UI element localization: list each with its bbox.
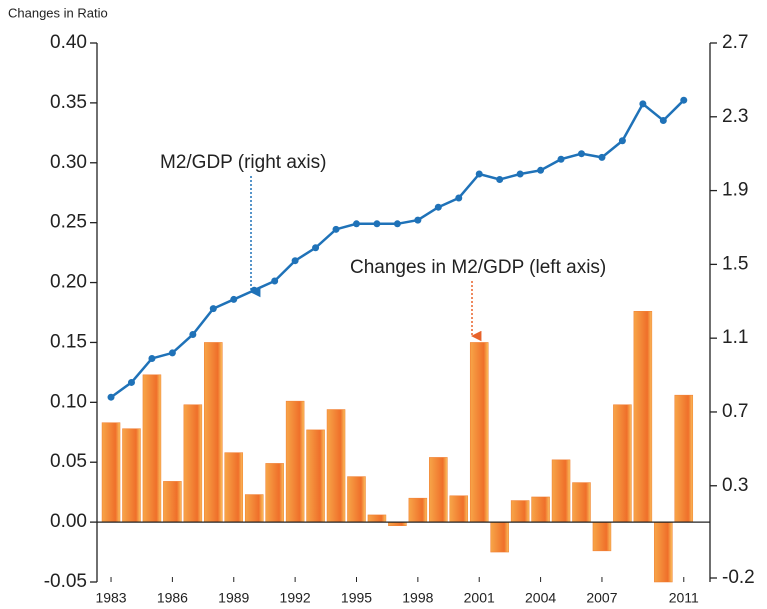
x-tick-label: 2011 (669, 590, 699, 606)
line-point (230, 295, 238, 303)
bar (592, 521, 612, 552)
bar (163, 481, 182, 523)
bar (654, 521, 673, 583)
line-point (659, 116, 667, 124)
y-tick-label: 0.35 (50, 92, 87, 113)
bar (490, 521, 509, 553)
y2-tick-label: 2.7 (722, 32, 748, 53)
bar (510, 500, 530, 523)
bar (429, 457, 448, 523)
bar (367, 514, 387, 523)
y2-tick-label: 0.3 (722, 475, 748, 496)
line-point (393, 220, 401, 228)
x-tick-label: 1983 (95, 590, 126, 606)
bar (142, 374, 162, 523)
y2-tick-label: -0.2 (722, 567, 755, 588)
x-tick-label: 2007 (586, 590, 617, 606)
line-point (414, 216, 422, 224)
y2-tick-label: 1.1 (722, 327, 748, 348)
bar (122, 428, 141, 523)
line-point (209, 305, 217, 313)
y-tick-label: 0.15 (50, 331, 87, 352)
bar (326, 409, 346, 523)
annotation: M2/GDP (right axis) (160, 152, 326, 173)
line-point (291, 257, 299, 265)
line-point (168, 349, 176, 357)
axis-title: Changes in Ratio (8, 5, 108, 20)
y2-tick-label: 0.7 (722, 401, 748, 422)
line (110, 99, 685, 399)
line-point (271, 277, 279, 285)
line-point (680, 96, 688, 104)
bar (613, 404, 632, 523)
line-point (148, 354, 156, 362)
bar (572, 482, 591, 523)
line-point (332, 225, 340, 233)
line-point (455, 194, 463, 202)
line-point (434, 203, 442, 211)
line-point (127, 378, 135, 386)
bar (633, 311, 653, 523)
y-tick-label: 0.20 (50, 272, 87, 293)
x-tick-label: 1989 (218, 590, 249, 606)
y2-tick-label: 2.3 (722, 106, 748, 127)
line-point (516, 170, 524, 178)
y-tick-label: 0.00 (50, 511, 87, 532)
y-tick-label: 0.40 (50, 32, 87, 53)
bar (306, 429, 325, 523)
x-tick-label: 2001 (464, 590, 495, 606)
y2-tick-label: 1.5 (722, 253, 748, 274)
bar (183, 404, 203, 523)
y-tick-label: -0.05 (44, 571, 87, 592)
bar (674, 394, 694, 523)
bar (101, 422, 121, 523)
y-tick-label: 0.05 (50, 451, 87, 472)
bar (531, 496, 550, 523)
x-tick-label: 1992 (280, 590, 311, 606)
line-point (250, 286, 258, 294)
line-point (475, 170, 483, 178)
bar (449, 495, 469, 523)
line-point (373, 220, 381, 228)
line-point (312, 244, 320, 252)
annotation: Changes in M2/GDP (left axis) (350, 257, 606, 278)
line-point (618, 137, 626, 145)
line-point (639, 100, 647, 108)
bar (285, 400, 305, 523)
bar (408, 497, 428, 523)
line-point (577, 150, 585, 158)
x-tick-label: 1995 (341, 590, 372, 606)
line-point (537, 166, 545, 174)
y-tick-label: 0.25 (50, 212, 87, 233)
y2-tick-label: 1.9 (722, 180, 748, 201)
bar (204, 342, 223, 523)
x-tick-label: 1986 (157, 590, 188, 606)
y-tick-label: 0.30 (50, 152, 87, 173)
bar (265, 463, 284, 523)
line-point (496, 176, 504, 184)
bar (469, 342, 489, 523)
line-point (352, 220, 360, 228)
line-point (598, 153, 606, 161)
x-tick-label: 1998 (402, 590, 433, 606)
bar (347, 476, 366, 523)
line-point (557, 155, 565, 163)
bar (244, 494, 264, 523)
x-tick-label: 2004 (525, 590, 556, 606)
y-tick-label: 0.10 (50, 391, 87, 412)
bar (551, 459, 571, 523)
line-point (189, 330, 197, 338)
bar (224, 452, 244, 523)
line-point (107, 393, 115, 401)
